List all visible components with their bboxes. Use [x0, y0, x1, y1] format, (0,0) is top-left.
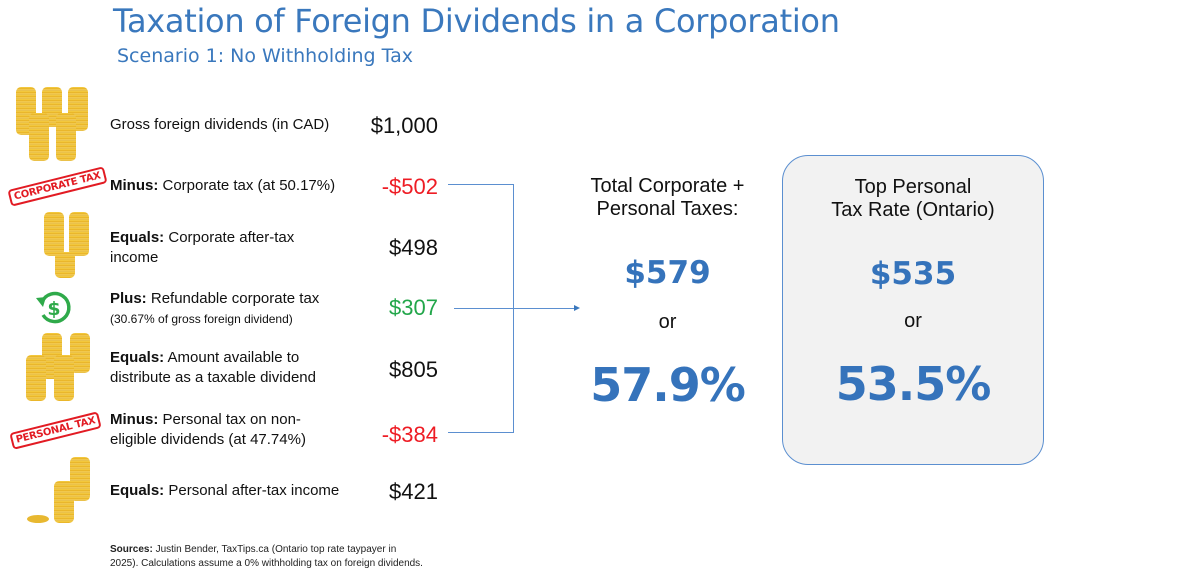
step-label: Equals: Corporate after-tax income: [110, 229, 295, 266]
coin-stacks-icon: [42, 212, 92, 280]
step-amount: -$502: [381, 174, 438, 199]
sources-note: Sources: Justin Bender, TaxTips.ca (Onta…: [110, 544, 423, 569]
step-refundable-tax: $ Plus: Refundable corporate tax (30.67%…: [0, 287, 460, 329]
step-label: Equals: Personal after-tax income: [110, 482, 340, 499]
step-label: Minus: Corporate tax (at 50.17%): [110, 177, 336, 194]
top-rate-heading: Top Personal Tax Rate (Ontario): [831, 176, 995, 221]
step-label: Equals: Amount available to distribute a…: [110, 349, 316, 386]
step-personal-after-tax: Equals: Personal after-tax income $421: [0, 455, 460, 527]
step-label: Minus: Personal tax on non-eligible divi…: [110, 411, 306, 448]
step-amount-available: Equals: Amount available to distribute a…: [0, 333, 460, 403]
total-or: or: [658, 311, 677, 333]
top-rate-box: Top Personal Tax Rate (Ontario) $535 or 5…: [782, 155, 1044, 465]
step-amount: $421: [389, 479, 438, 504]
step-amount: $307: [389, 295, 438, 320]
top-rate-dollar: $535: [869, 256, 957, 292]
step-amount: -$384: [381, 422, 438, 447]
step-corporate-tax: CORPORATE TAX Minus: Corporate tax (at 5…: [0, 166, 460, 207]
step-label: Plus: Refundable corporate tax (30.67% o…: [110, 290, 320, 326]
page-title: Taxation of Foreign Dividends in a Corpo…: [113, 2, 840, 40]
total-percent: 57.9%: [590, 358, 746, 412]
total-heading: Total Corporate + Personal Taxes:: [590, 175, 745, 220]
corporate-tax-stamp-icon: CORPORATE TAX: [7, 166, 108, 207]
step-gross-dividends: Gross foreign dividends (in CAD) $1,000: [0, 85, 460, 165]
arrow-line: [454, 308, 574, 309]
total-taxes-block: Total Corporate + Personal Taxes: $579 or…: [565, 175, 770, 412]
total-dollar: $579: [624, 255, 711, 291]
coin-stacks-icon: [24, 333, 92, 401]
personal-tax-stamp-icon: PERSONAL TAX: [9, 411, 103, 450]
step-label: Gross foreign dividends (in CAD): [110, 116, 330, 133]
top-rate-or: or: [904, 310, 922, 332]
step-amount: $498: [389, 235, 438, 260]
page-subtitle: Scenario 1: No Withholding Tax: [117, 45, 413, 67]
step-corporate-after-tax: Equals: Corporate after-tax income $498: [0, 210, 460, 280]
top-rate-percent: 53.5%: [835, 357, 992, 411]
arrow-head-icon: [574, 305, 580, 311]
svg-text:$: $: [47, 298, 60, 320]
step-amount: $805: [389, 357, 438, 382]
refund-dollar-icon: $: [34, 288, 74, 328]
step-amount: $1,000: [370, 113, 438, 138]
step-personal-tax: PERSONAL TAX Minus: Personal tax on non-…: [0, 408, 460, 452]
growing-coins-icon: [24, 455, 94, 525]
coin-stacks-icon: [14, 85, 90, 165]
